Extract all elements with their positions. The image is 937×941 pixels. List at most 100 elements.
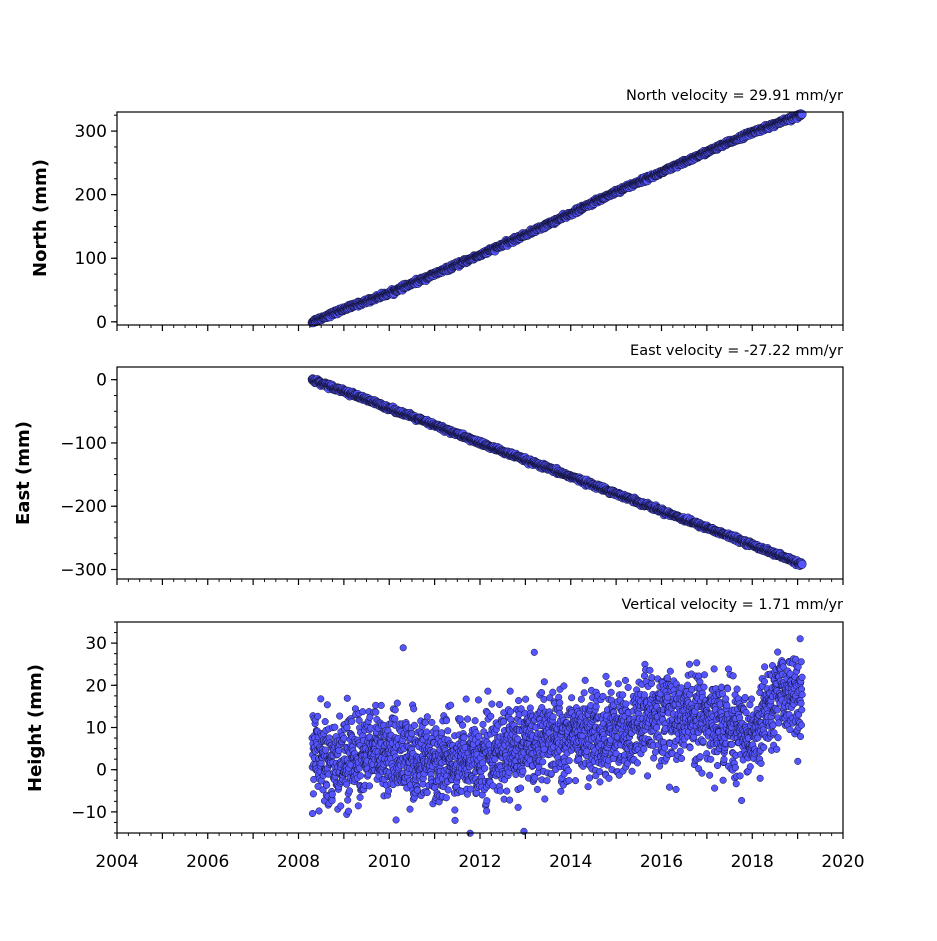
height-data-point — [541, 696, 548, 703]
east-x-ticks — [117, 579, 843, 585]
east-y-ticks: 0−100−200−300 — [60, 371, 117, 581]
height-data-point — [345, 808, 352, 815]
height-data-point — [678, 755, 685, 762]
height-data-point — [578, 696, 585, 703]
north-data-point — [798, 110, 806, 118]
height-data-point — [314, 713, 321, 720]
east-velocity-title: East velocity = -27.22 mm/yr — [630, 343, 843, 359]
height-data-point — [424, 789, 431, 796]
height-data-point — [336, 713, 343, 720]
height-data-point — [463, 696, 470, 703]
height-data-point — [572, 777, 579, 784]
height-data-point — [542, 796, 549, 803]
north-y-tick-label: 100 — [75, 249, 107, 269]
height-data-point — [507, 688, 514, 695]
height-data-point — [329, 791, 336, 798]
height-data-point — [622, 677, 629, 684]
height-data-point — [565, 767, 572, 774]
height-data-point — [664, 694, 671, 701]
east-panel: East velocity = -27.22 mm/yr East (mm) 0… — [13, 343, 843, 585]
east-data-point — [798, 560, 806, 568]
height-data-point — [445, 787, 452, 794]
height-data-point — [443, 717, 450, 724]
height-data-point — [605, 681, 612, 688]
height-data-point — [485, 688, 492, 695]
height-data-point — [634, 760, 641, 767]
height-data-point — [310, 791, 317, 798]
height-data-point — [585, 783, 592, 790]
height-data-point — [647, 667, 654, 674]
height-data-point — [650, 755, 657, 762]
height-data-point — [558, 788, 565, 795]
east-y-tick-label: 0 — [96, 371, 107, 391]
height-data-point — [487, 713, 494, 720]
height-data-point — [424, 714, 431, 721]
height-points — [309, 635, 806, 836]
height-data-point — [667, 668, 674, 675]
height-data-point — [472, 717, 479, 724]
height-data-point — [366, 783, 373, 790]
height-data-point — [544, 777, 551, 784]
height-data-point — [644, 773, 651, 780]
height-data-point — [324, 701, 331, 708]
height-data-point — [348, 718, 355, 725]
height-data-point — [400, 644, 407, 651]
height-data-point — [357, 794, 364, 801]
height-data-point — [686, 661, 693, 668]
height-data-point — [664, 675, 671, 682]
north-x-ticks — [117, 325, 843, 331]
height-data-point — [476, 733, 483, 740]
height-data-point — [444, 727, 451, 734]
height-data-point — [677, 748, 684, 755]
height-data-point — [586, 775, 593, 782]
height-data-point — [378, 702, 385, 709]
height-data-point — [359, 708, 366, 715]
height-data-point — [393, 817, 400, 824]
height-data-point — [344, 797, 351, 804]
height-data-point — [606, 775, 613, 782]
height-axis-label: Height (mm) — [25, 664, 46, 792]
east-y-tick-label: −300 — [60, 561, 107, 581]
height-data-point — [582, 677, 589, 684]
height-data-point — [316, 808, 323, 815]
height-data-point — [619, 692, 626, 699]
height-data-point — [394, 700, 401, 707]
height-data-point — [520, 768, 527, 775]
height-data-point — [356, 717, 363, 724]
east-y-tick-label: −200 — [60, 497, 107, 517]
height-data-point — [341, 735, 348, 742]
height-data-point — [429, 719, 436, 726]
height-data-point — [392, 716, 399, 723]
height-data-point — [481, 765, 488, 772]
height-data-point — [323, 782, 330, 789]
height-data-point — [521, 828, 528, 835]
height-data-point — [331, 724, 338, 731]
height-data-point — [648, 680, 655, 687]
north-points — [308, 110, 806, 327]
height-data-point — [506, 797, 513, 804]
east-axis-label: East (mm) — [13, 421, 34, 525]
height-data-point — [539, 759, 546, 766]
height-data-point — [452, 807, 459, 814]
height-data-point — [344, 695, 351, 702]
height-data-point — [322, 747, 329, 754]
vertical-velocity-title: Vertical velocity = 1.71 mm/yr — [622, 597, 844, 613]
height-data-point — [447, 702, 454, 709]
height-data-point — [480, 721, 487, 728]
height-data-point — [625, 684, 632, 691]
east-plot-frame — [117, 367, 843, 579]
height-data-point — [392, 707, 399, 714]
height-data-point — [561, 683, 568, 690]
height-data-point — [541, 678, 548, 685]
height-data-point — [309, 810, 316, 817]
height-data-point — [459, 722, 466, 729]
height-data-point — [661, 745, 668, 752]
height-data-point — [566, 757, 573, 764]
height-data-point — [503, 788, 510, 795]
height-data-point — [653, 724, 660, 731]
north-panel: North velocity = 29.91 mm/yr North (mm) … — [30, 88, 843, 333]
height-data-point — [531, 649, 538, 656]
height-data-point — [497, 788, 504, 795]
